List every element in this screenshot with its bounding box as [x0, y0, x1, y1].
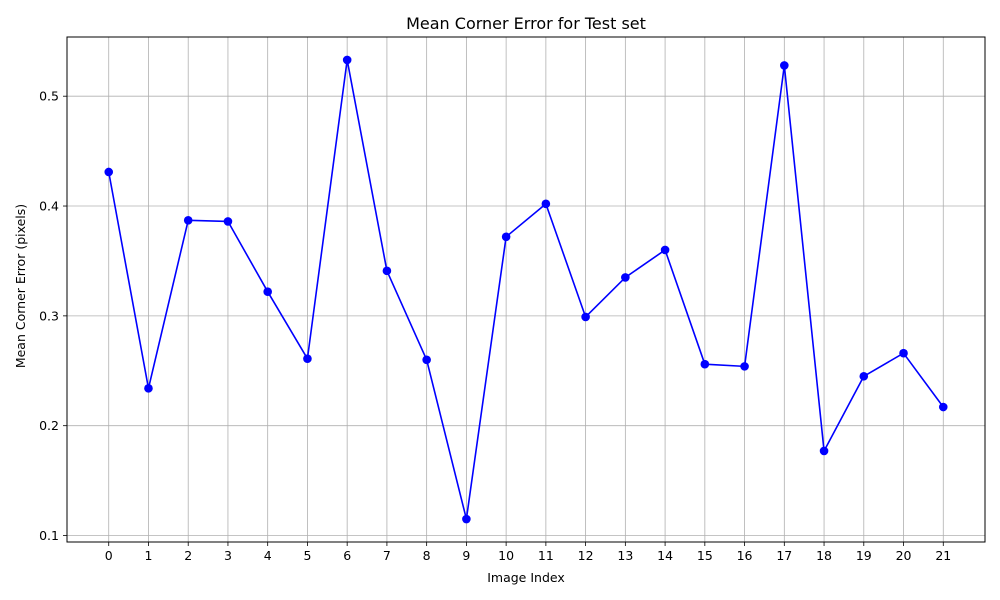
data-point [144, 384, 153, 393]
data-point [183, 216, 193, 225]
x-tick-label: 10 [498, 548, 514, 563]
x-tick-label: 11 [538, 548, 554, 563]
data-point [541, 199, 551, 209]
x-tick-label: 4 [264, 548, 272, 563]
data-point [938, 402, 948, 412]
x-tick-label: 7 [383, 548, 391, 563]
chart-title: Mean Corner Error for Test set [406, 14, 646, 33]
data-point [223, 217, 233, 226]
x-tick-label: 21 [935, 548, 951, 563]
y-axis-label: Mean Corner Error (pixels) [13, 204, 28, 368]
data-point [581, 312, 590, 322]
data-point [462, 514, 471, 524]
x-tick-label: 19 [856, 548, 872, 563]
x-tick-label: 2 [184, 548, 192, 563]
x-tick-label: 9 [462, 548, 470, 563]
x-tick-label: 5 [303, 548, 311, 563]
data-point [780, 61, 789, 70]
data-point [382, 266, 392, 276]
y-tick-label: 0.2 [39, 418, 59, 433]
data-point [104, 167, 114, 177]
data-point [859, 371, 869, 381]
x-tick-label: 1 [144, 548, 152, 563]
y-tick-label: 0.4 [39, 199, 59, 214]
x-tick-label: 3 [224, 548, 232, 563]
x-tick-label: 14 [657, 548, 673, 563]
series-layer [104, 55, 948, 524]
data-point [501, 232, 511, 242]
x-tick-label: 13 [617, 548, 633, 563]
x-tick-label: 16 [737, 548, 753, 563]
x-tick-label: 17 [776, 548, 792, 563]
data-point [263, 287, 272, 296]
plot-frame [66, 36, 986, 543]
x-axis-label: Image Index [487, 570, 565, 585]
data-point [660, 245, 670, 255]
data-point [899, 348, 908, 358]
x-axis-ticks: 0 1 2 3 4 5 6 7 8 9 10 11 12 13 14 15 16 17 18 19 20 21 [105, 542, 951, 563]
y-tick-label: 0.5 [39, 89, 59, 104]
y-tick-label: 0.3 [39, 308, 59, 323]
x-tick-label: 18 [816, 548, 832, 563]
y-axis-ticks: 0.1 0.2 0.3 0.4 0.5 [39, 89, 67, 543]
x-tick-label: 15 [697, 548, 713, 563]
data-point [621, 273, 630, 282]
x-tick-label: 8 [423, 548, 431, 563]
data-point [740, 362, 749, 371]
grid-lines [67, 37, 985, 542]
series-line [107, 59, 944, 520]
data-point [342, 55, 352, 65]
data-point [422, 355, 431, 365]
data-point [819, 446, 829, 456]
x-tick-label: 20 [896, 548, 912, 563]
x-tick-label: 6 [343, 548, 351, 563]
x-tick-label: 12 [578, 548, 594, 563]
data-point [303, 354, 312, 363]
data-point [700, 359, 710, 369]
y-tick-label: 0.1 [39, 528, 59, 543]
x-tick-label: 0 [105, 548, 113, 563]
